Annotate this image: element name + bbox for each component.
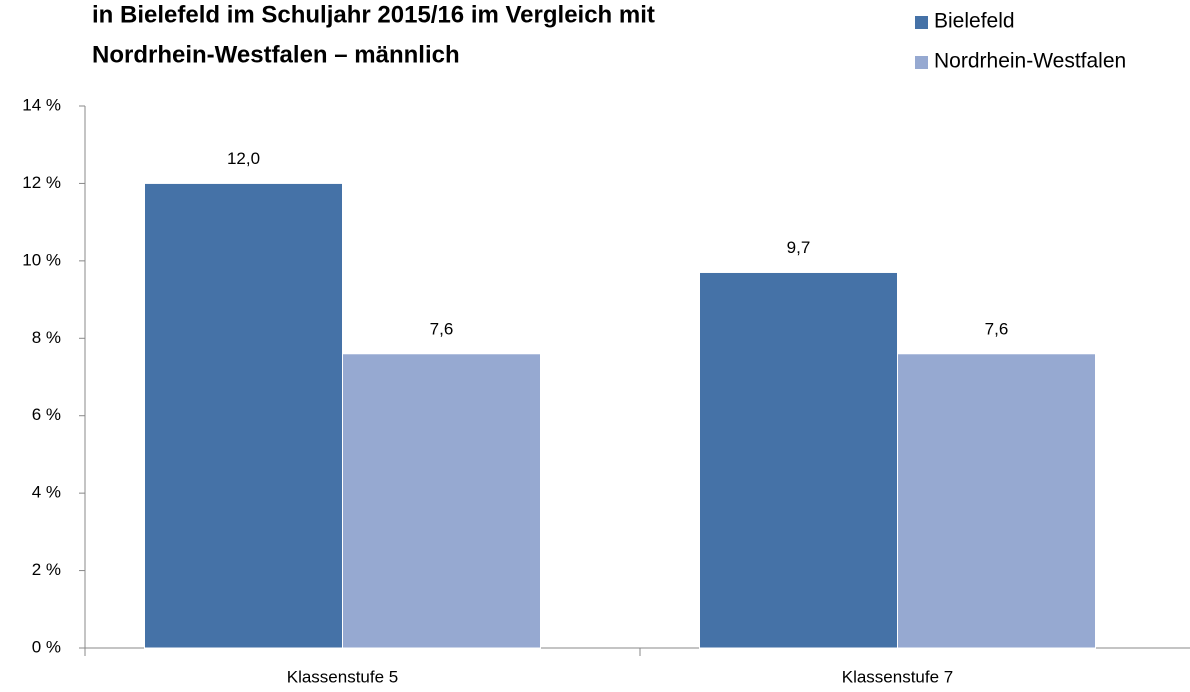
y-tick-label: 12 %	[22, 173, 61, 192]
x-tick-label: Klassenstufe 5	[287, 667, 399, 686]
y-tick-label: 14 %	[22, 95, 61, 114]
bar	[699, 271, 898, 649]
value-label: 12,0	[227, 149, 260, 168]
legend-label: Bielefeld	[934, 10, 1015, 33]
y-tick-label: 8 %	[32, 328, 61, 347]
legend-label: Nordrhein-Westfalen	[934, 50, 1126, 73]
y-tick-label: 0 %	[32, 637, 61, 656]
y-tick-label: 6 %	[32, 405, 61, 424]
bar	[342, 353, 541, 649]
y-tick-label: 4 %	[32, 483, 61, 502]
bar	[897, 353, 1096, 649]
bar	[144, 182, 343, 649]
value-label: 9,7	[787, 238, 811, 257]
value-label: 7,6	[985, 319, 1009, 338]
value-label: 7,6	[430, 319, 454, 338]
legend-swatch	[915, 16, 928, 29]
y-tick-label: 10 %	[22, 250, 61, 269]
x-tick-label: Klassenstufe 7	[842, 667, 954, 686]
legend-swatch	[915, 56, 928, 69]
chart-title: in Bielefeld im Schuljahr 2015/16 im Ver…	[92, 1, 655, 28]
chart-title: Nordrhein-Westfalen – männlich	[92, 41, 460, 68]
y-tick-label: 2 %	[32, 560, 61, 579]
